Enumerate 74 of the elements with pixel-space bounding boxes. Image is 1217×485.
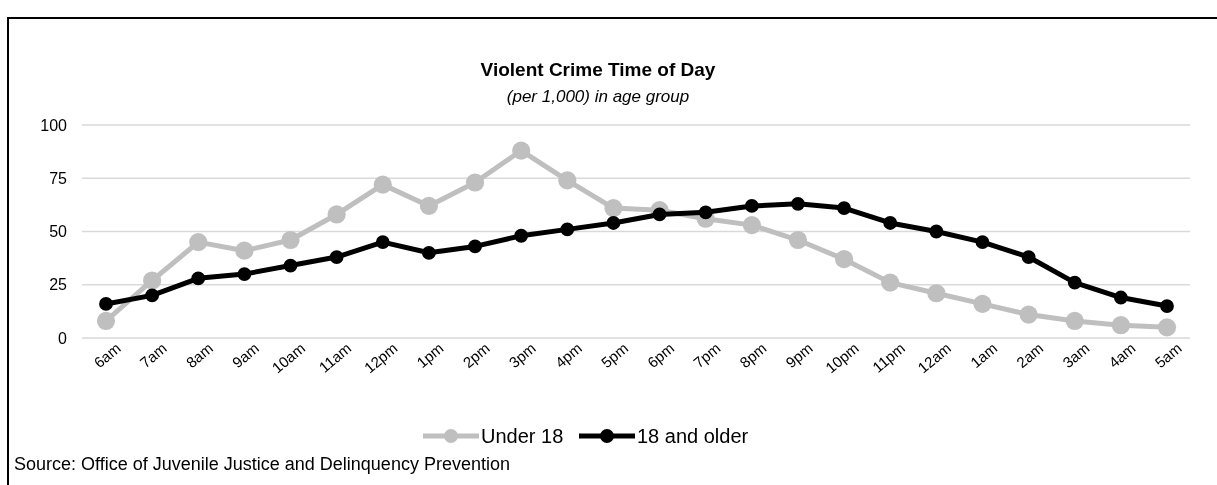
point — [99, 297, 113, 311]
point — [929, 224, 944, 239]
point — [834, 250, 854, 269]
point — [742, 216, 761, 235]
point — [465, 173, 485, 192]
x-tick-label: 1pm — [413, 339, 447, 372]
point — [283, 258, 298, 273]
point — [1160, 299, 1174, 313]
point — [281, 230, 300, 250]
point — [419, 196, 439, 216]
x-tick-label: 2pm — [459, 339, 493, 372]
chart-title: Violent Crime Time of Day — [480, 59, 716, 80]
point — [1019, 305, 1038, 324]
x-tick-label: 9pm — [782, 339, 816, 372]
point — [96, 311, 116, 331]
point — [1111, 316, 1130, 335]
x-tick-label: 8pm — [736, 339, 770, 372]
point — [422, 245, 436, 260]
y-tick-label: 25 — [49, 276, 68, 294]
legend-label: 18 and older — [637, 425, 749, 447]
point — [883, 216, 898, 230]
point — [375, 235, 390, 250]
point — [604, 198, 623, 218]
point — [237, 267, 252, 281]
point — [881, 273, 900, 292]
point — [468, 239, 482, 254]
point — [1113, 290, 1128, 305]
x-tick-label: 7pm — [690, 339, 724, 372]
y-tick-label: 50 — [49, 223, 68, 241]
x-tick-label: 5am — [1151, 339, 1185, 372]
point — [973, 294, 992, 313]
point — [788, 230, 808, 250]
x-tick-label: 1am — [966, 339, 1001, 372]
x-tick-label: 4am — [1105, 339, 1139, 372]
x-tick-label: 3am — [1059, 339, 1093, 372]
x-tick-label: 5pm — [597, 339, 632, 372]
point — [744, 199, 759, 213]
point — [837, 201, 851, 215]
point — [191, 271, 206, 286]
point — [512, 141, 531, 160]
x-tick-label: 4pm — [551, 339, 586, 372]
point — [1067, 275, 1082, 290]
point — [235, 241, 254, 260]
point — [1157, 318, 1177, 337]
point — [143, 271, 162, 290]
x-tick-label: 7am — [136, 339, 170, 372]
point — [1065, 311, 1084, 331]
x-tick-label: 6am — [90, 339, 124, 372]
x-tick-label: 8am — [182, 339, 216, 372]
point — [373, 175, 392, 194]
point — [975, 235, 990, 250]
legend-label: Under 18 — [481, 425, 564, 447]
point — [329, 250, 344, 264]
source-note: Source: Office of Juvenile Justice and Delinquency Prevention — [14, 454, 510, 474]
point — [560, 222, 575, 237]
x-tick-label: 6pm — [643, 339, 678, 372]
y-tick-label: 100 — [40, 116, 68, 134]
point — [1021, 250, 1036, 264]
point — [514, 228, 529, 243]
chart-subtitle: (per 1,000) in age group — [506, 87, 690, 106]
x-tick-label: 2am — [1013, 339, 1047, 372]
point — [606, 216, 621, 230]
x-tick-label: 9am — [228, 339, 263, 372]
point — [189, 233, 208, 252]
point — [791, 196, 805, 211]
point — [558, 171, 577, 190]
y-tick-label: 0 — [58, 329, 68, 347]
point — [652, 207, 667, 222]
point — [698, 205, 713, 220]
x-tick-label: 3pm — [505, 339, 539, 372]
y-tick-label: 75 — [49, 169, 68, 187]
point — [145, 288, 160, 303]
point — [327, 205, 346, 224]
point — [927, 284, 946, 303]
